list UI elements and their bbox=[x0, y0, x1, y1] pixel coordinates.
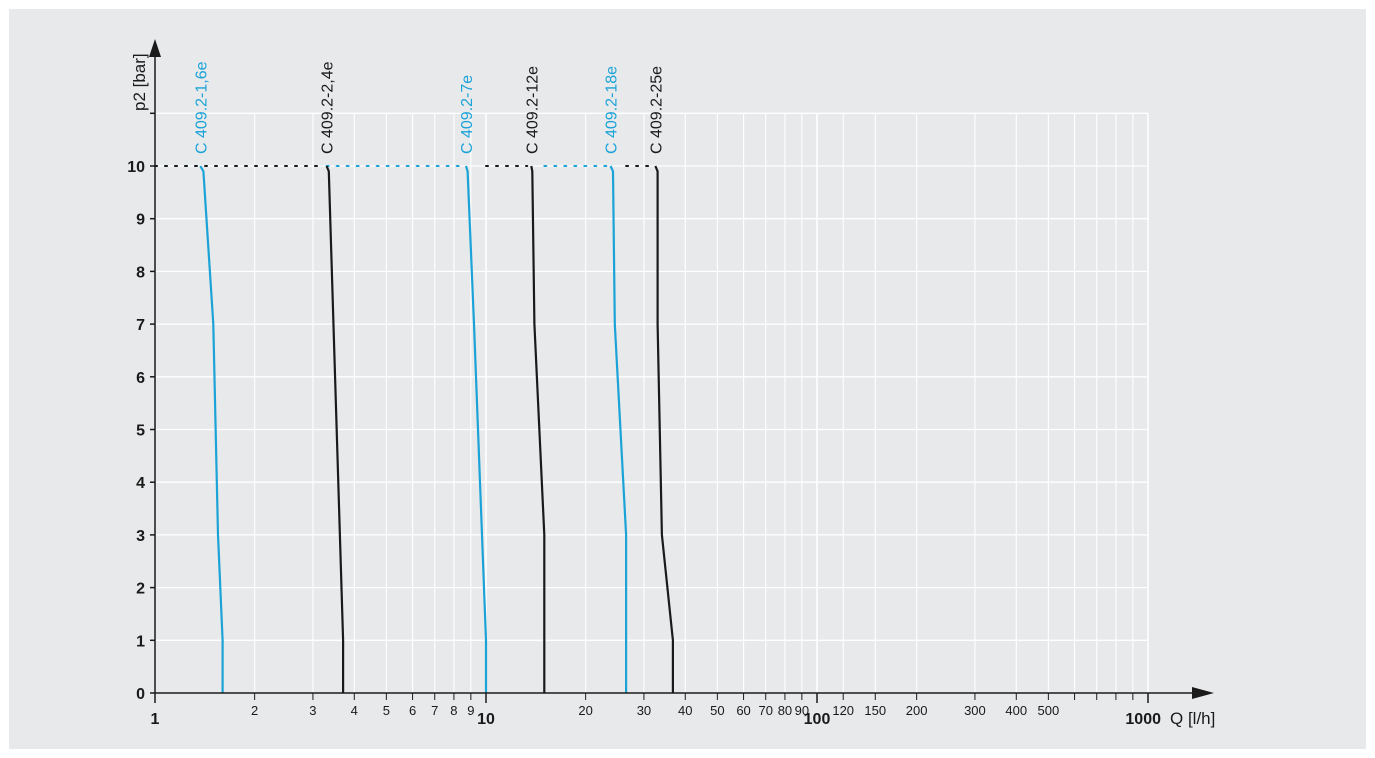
series-line bbox=[199, 165, 224, 693]
x-tick-label: 8 bbox=[450, 703, 457, 718]
x-tick-label: 150 bbox=[864, 703, 886, 718]
x-tick-label: 2 bbox=[251, 703, 258, 718]
y-tick-label: 2 bbox=[136, 581, 145, 598]
x-tick-label: 9 bbox=[467, 703, 474, 718]
y-tick-label: 0 bbox=[136, 686, 145, 703]
x-tick-label: 5 bbox=[383, 703, 390, 718]
series-label: C 409.2-2,4e bbox=[320, 61, 337, 154]
x-tick-label: 400 bbox=[1005, 703, 1027, 718]
x-tick-label: 200 bbox=[906, 703, 928, 718]
series-label: C 409.2-1,6e bbox=[193, 61, 210, 154]
y-tick-label: 7 bbox=[136, 317, 145, 334]
grid bbox=[155, 112, 1149, 693]
chart-panel: 0 1 2 3 4 5 6 7 8 9 10 1 2 3 4 5 6 7 8 9 10 20 30 40 50 60 70 80 90 1… bbox=[9, 9, 1366, 749]
x-tick-label: 80 bbox=[778, 703, 792, 718]
x-tick-label: 6 bbox=[409, 703, 416, 718]
x-tick-label: 7 bbox=[431, 703, 438, 718]
series-label: C 409.2-12e bbox=[524, 66, 541, 154]
series-line bbox=[464, 165, 488, 693]
series-line bbox=[530, 165, 546, 693]
y-tick-label: 5 bbox=[136, 423, 145, 440]
y-tick-label: 8 bbox=[136, 264, 145, 281]
series-line bbox=[609, 165, 628, 693]
y-tick-label: 1 bbox=[136, 633, 145, 650]
series-line bbox=[654, 165, 675, 693]
x-tick-label: 3 bbox=[309, 703, 316, 718]
y-axis-title: p2 [bar] bbox=[130, 53, 149, 111]
series-lines bbox=[199, 165, 675, 693]
series-line bbox=[325, 165, 345, 693]
axes bbox=[149, 39, 1214, 699]
x-tick-label: 1000 bbox=[1125, 711, 1161, 728]
x-tick-label: 20 bbox=[578, 703, 592, 718]
y-tick-label: 9 bbox=[136, 212, 145, 229]
x-axis-title: Q [l/h] bbox=[1170, 709, 1215, 728]
x-tick-label: 40 bbox=[678, 703, 692, 718]
x-tick-label: 100 bbox=[804, 711, 831, 728]
series-label: C 409.2-25e bbox=[648, 66, 665, 154]
x-tick-label: 500 bbox=[1038, 703, 1060, 718]
y-axis-arrow bbox=[149, 39, 161, 57]
y-tick-label: 3 bbox=[136, 528, 145, 545]
x-tick-label: 1 bbox=[151, 711, 160, 728]
x-axis-arrow bbox=[1192, 687, 1214, 699]
x-tick-label: 90 bbox=[795, 703, 809, 718]
x-tick-label: 300 bbox=[964, 703, 986, 718]
series-labels: C 409.2-1,6e C 409.2-2,4e C 409.2-7e C 409.… bbox=[193, 61, 665, 154]
y-tick-label: 10 bbox=[127, 159, 145, 176]
y-tick-label: 4 bbox=[136, 475, 145, 492]
x-tick-label: 70 bbox=[758, 703, 772, 718]
x-tick-label: 10 bbox=[477, 711, 495, 728]
x-tick-label: 50 bbox=[710, 703, 724, 718]
x-tick-label: 4 bbox=[351, 703, 358, 718]
series-label: C 409.2-18e bbox=[604, 66, 621, 154]
y-tick-label: 6 bbox=[136, 370, 145, 387]
series-label: C 409.2-7e bbox=[459, 75, 476, 154]
x-tick-label: 120 bbox=[832, 703, 854, 718]
x-tick-label: 60 bbox=[736, 703, 750, 718]
x-tick-label: 30 bbox=[637, 703, 651, 718]
